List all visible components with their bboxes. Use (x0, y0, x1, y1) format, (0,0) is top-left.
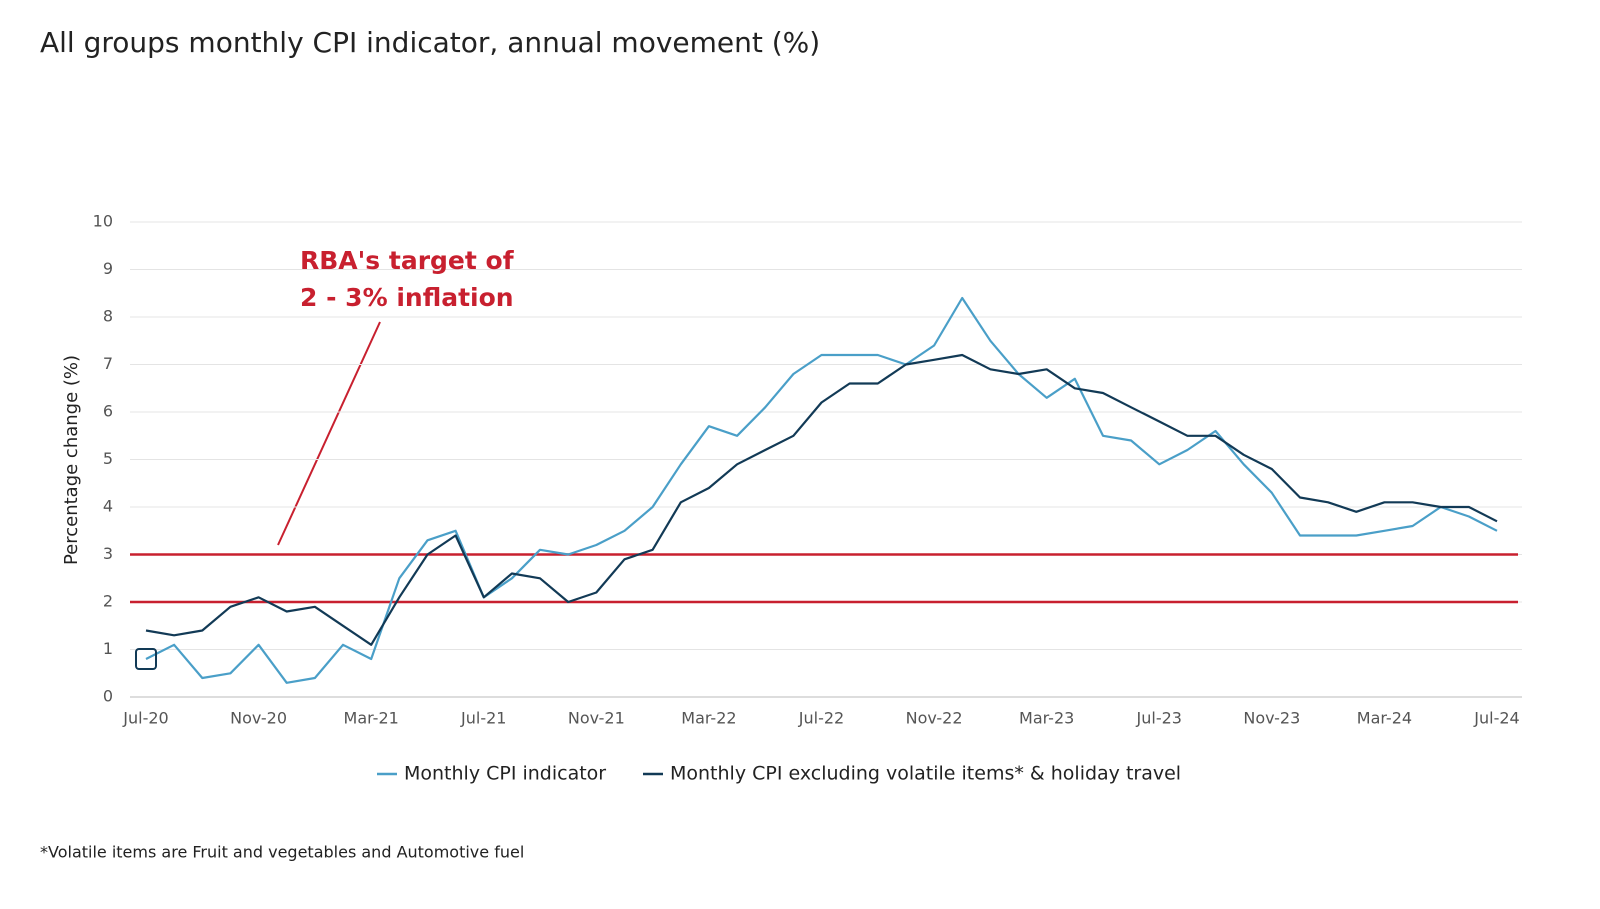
x-tick-label: Nov-22 (906, 709, 963, 728)
legend-label: Monthly CPI indicator (404, 763, 606, 785)
annotation: RBA's target of (300, 246, 515, 275)
y-tick-label: 3 (103, 544, 113, 563)
x-tick-label: Jul-22 (798, 709, 844, 728)
x-tick-label: Jul-24 (1473, 709, 1519, 728)
chart-title: All groups monthly CPI indicator, annual… (40, 26, 820, 59)
highlight-marker (135, 648, 157, 670)
x-tick-label: Nov-23 (1243, 709, 1300, 728)
y-tick-label: 1 (103, 639, 113, 658)
y-tick-label: 10 (93, 212, 113, 231)
series-line (145, 296, 1498, 684)
y-tick-label: 4 (103, 497, 113, 516)
y-tick-label: 7 (103, 354, 113, 373)
y-tick-label: 9 (103, 259, 113, 278)
x-tick-label: Mar-24 (1357, 709, 1412, 728)
x-tick-label: Nov-21 (568, 709, 625, 728)
x-tick-label: Jul-21 (460, 709, 506, 728)
x-tick-label: Mar-23 (1019, 709, 1074, 728)
y-axis-label: Percentage change (%) (61, 355, 82, 565)
x-tick-label: Jul-23 (1136, 709, 1182, 728)
y-tick-label: 8 (103, 307, 113, 326)
annotation-arrow (277, 321, 381, 546)
y-tick-label: 0 (103, 687, 113, 706)
x-tick-label: Mar-22 (681, 709, 736, 728)
x-tick-label: Nov-20 (230, 709, 287, 728)
footnote: *Volatile items are Fruit and vegetables… (40, 843, 524, 862)
y-tick-label: 2 (103, 592, 113, 611)
x-tick-label: Jul-20 (122, 709, 168, 728)
y-tick-label: 5 (103, 449, 113, 468)
series-line (145, 353, 1498, 646)
x-tick-label: Mar-21 (344, 709, 399, 728)
legend-label: Monthly CPI excluding volatile items* & … (670, 763, 1181, 785)
y-tick-label: 6 (103, 402, 113, 421)
annotation: 2 - 3% inflation (300, 283, 514, 312)
